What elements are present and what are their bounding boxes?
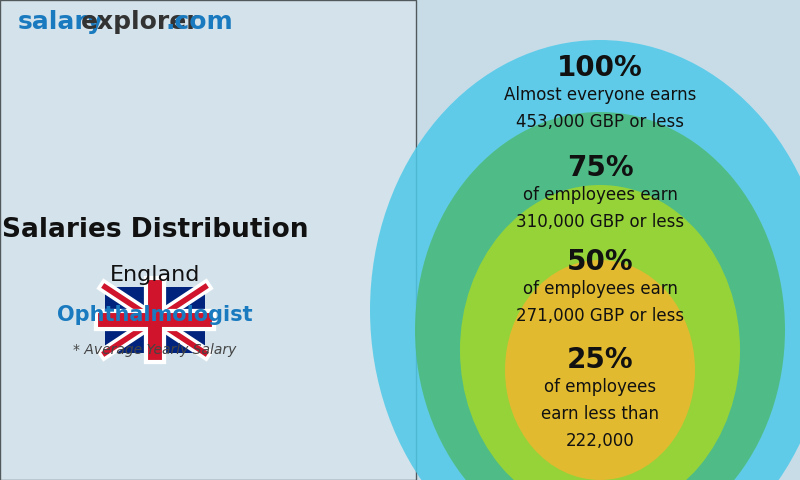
Text: 453,000 GBP or less: 453,000 GBP or less	[516, 113, 684, 131]
Text: 100%: 100%	[557, 54, 643, 82]
Text: Almost everyone earns: Almost everyone earns	[504, 86, 696, 104]
Text: Salaries Distribution: Salaries Distribution	[2, 217, 308, 243]
Ellipse shape	[415, 112, 785, 480]
Text: of employees earn: of employees earn	[522, 186, 678, 204]
Text: of employees: of employees	[544, 378, 656, 396]
Text: salary: salary	[18, 10, 104, 34]
FancyBboxPatch shape	[0, 0, 416, 480]
Ellipse shape	[460, 185, 740, 480]
Text: of employees earn: of employees earn	[522, 280, 678, 298]
Text: 75%: 75%	[566, 154, 634, 182]
Bar	[105, 287, 205, 353]
Text: England: England	[110, 265, 200, 285]
Text: 222,000: 222,000	[566, 432, 634, 450]
Text: 50%: 50%	[566, 248, 634, 276]
Text: Ophthalmologist: Ophthalmologist	[57, 305, 253, 325]
Text: * Average Yearly Salary: * Average Yearly Salary	[74, 343, 237, 357]
Text: 271,000 GBP or less: 271,000 GBP or less	[516, 307, 684, 325]
Text: 25%: 25%	[566, 346, 634, 374]
Text: explorer: explorer	[81, 10, 200, 34]
Ellipse shape	[505, 260, 695, 480]
Text: .com: .com	[165, 10, 233, 34]
Text: earn less than: earn less than	[541, 405, 659, 423]
Ellipse shape	[370, 40, 800, 480]
Text: 310,000 GBP or less: 310,000 GBP or less	[516, 213, 684, 231]
